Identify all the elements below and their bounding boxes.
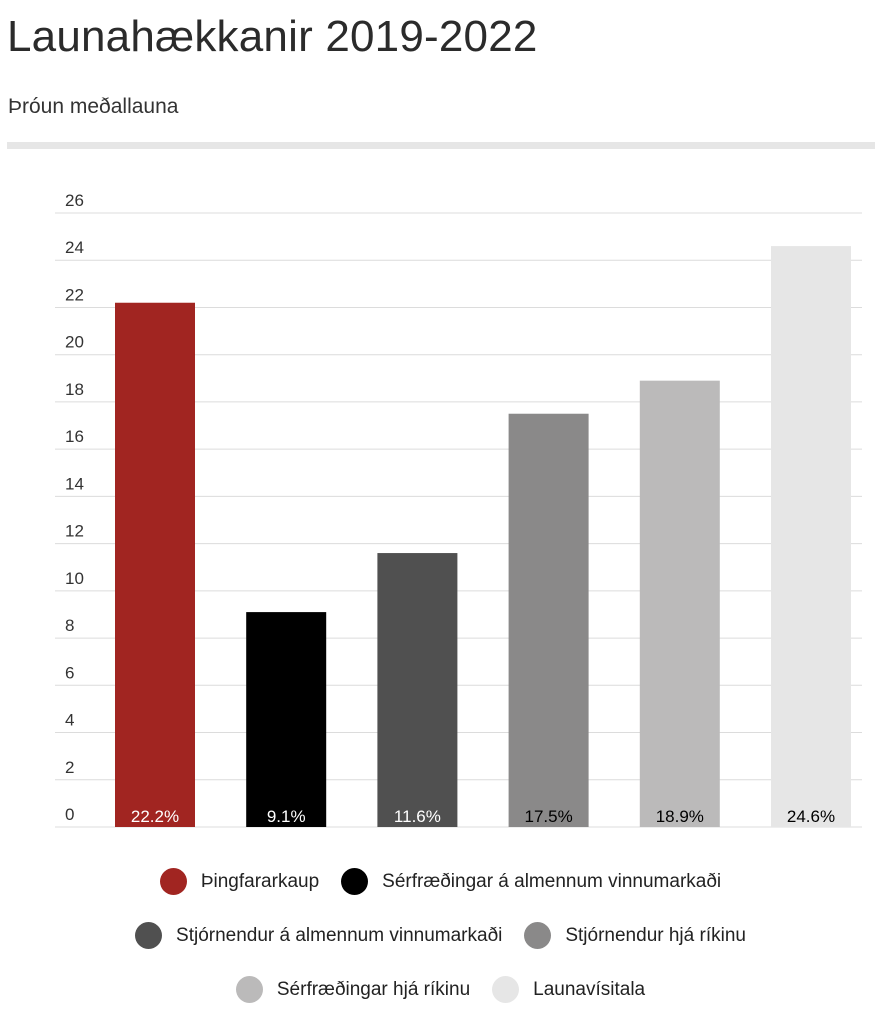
bar-5	[639, 380, 720, 827]
y-tick-label: 24	[65, 238, 84, 257]
y-tick-label: 22	[65, 285, 84, 304]
y-tick-label: 18	[65, 380, 84, 399]
data-label: 22.2%	[131, 807, 179, 826]
y-tick-label: 0	[65, 805, 74, 824]
bar-3	[377, 553, 458, 827]
legend-swatch	[341, 868, 369, 895]
legend-item: Stjórnendur hjá ríkinu	[524, 922, 746, 949]
legend-label: Launavísitala	[533, 978, 646, 1000]
bars	[115, 246, 851, 828]
y-tick-label: 4	[65, 711, 74, 730]
chart-subtitle: Þróun meðallauna	[8, 95, 179, 118]
data-label: 24.6%	[787, 807, 835, 826]
y-tick-label: 12	[65, 522, 84, 541]
y-tick-label: 8	[65, 616, 74, 635]
legend-item: Launavísitala	[492, 976, 645, 1003]
y-tick-label: 26	[65, 191, 84, 210]
legend-label: Þingfararkaup	[200, 870, 320, 892]
data-labels: 22.2% 9.1% 11.6% 17.5% 18.9% 24.6%	[131, 807, 835, 826]
legend-swatch	[524, 922, 552, 949]
y-tick-label: 14	[65, 474, 84, 493]
legend-swatch	[135, 922, 163, 949]
legend-label: Stjórnendur á almennum vinnumarkaði	[176, 924, 503, 946]
legend-item: Stjórnendur á almennum vinnumarkaði	[135, 922, 502, 949]
data-label: 9.1%	[267, 807, 306, 826]
legend-item: Sérfræðingar hjá ríkinu	[235, 976, 471, 1003]
legend-row: Þingfararkaup Sérfræðingar á almennum vin…	[0, 868, 881, 895]
y-tick-label: 2	[65, 758, 74, 777]
data-label: 11.6%	[394, 807, 441, 826]
y-tick-label: 6	[65, 663, 74, 682]
bar-1	[115, 302, 195, 827]
legend-label: Sérfræðingar á almennum vinnumarkaði	[382, 870, 722, 892]
header-divider	[7, 142, 875, 149]
chart-title: Launahækkanir 2019-2022	[7, 12, 538, 61]
legend-swatch	[159, 868, 187, 895]
legend-swatch	[492, 976, 520, 1003]
data-label: 17.5%	[524, 807, 572, 826]
legend-row: Stjórnendur á almennum vinnumarkaði Stjór…	[0, 922, 881, 949]
y-tick-label: 16	[65, 427, 84, 446]
legend-label: Sérfræðingar hjá ríkinu	[276, 978, 471, 1000]
y-tick-label: 10	[65, 569, 84, 588]
legend-swatch	[235, 976, 263, 1003]
legend-row: Sérfræðingar hjá ríkinu Launavísitala	[0, 976, 881, 1003]
legend-item: Sérfræðingar á almennum vinnumarkaði	[341, 868, 721, 895]
bar-4	[508, 413, 589, 827]
legend-label: Stjórnendur hjá ríkinu	[565, 924, 746, 946]
bar-2	[246, 612, 327, 827]
bar-6	[771, 246, 851, 828]
legend-item: Þingfararkaup	[159, 868, 320, 895]
y-tick-label: 20	[65, 333, 84, 352]
data-label: 18.9%	[656, 807, 704, 826]
